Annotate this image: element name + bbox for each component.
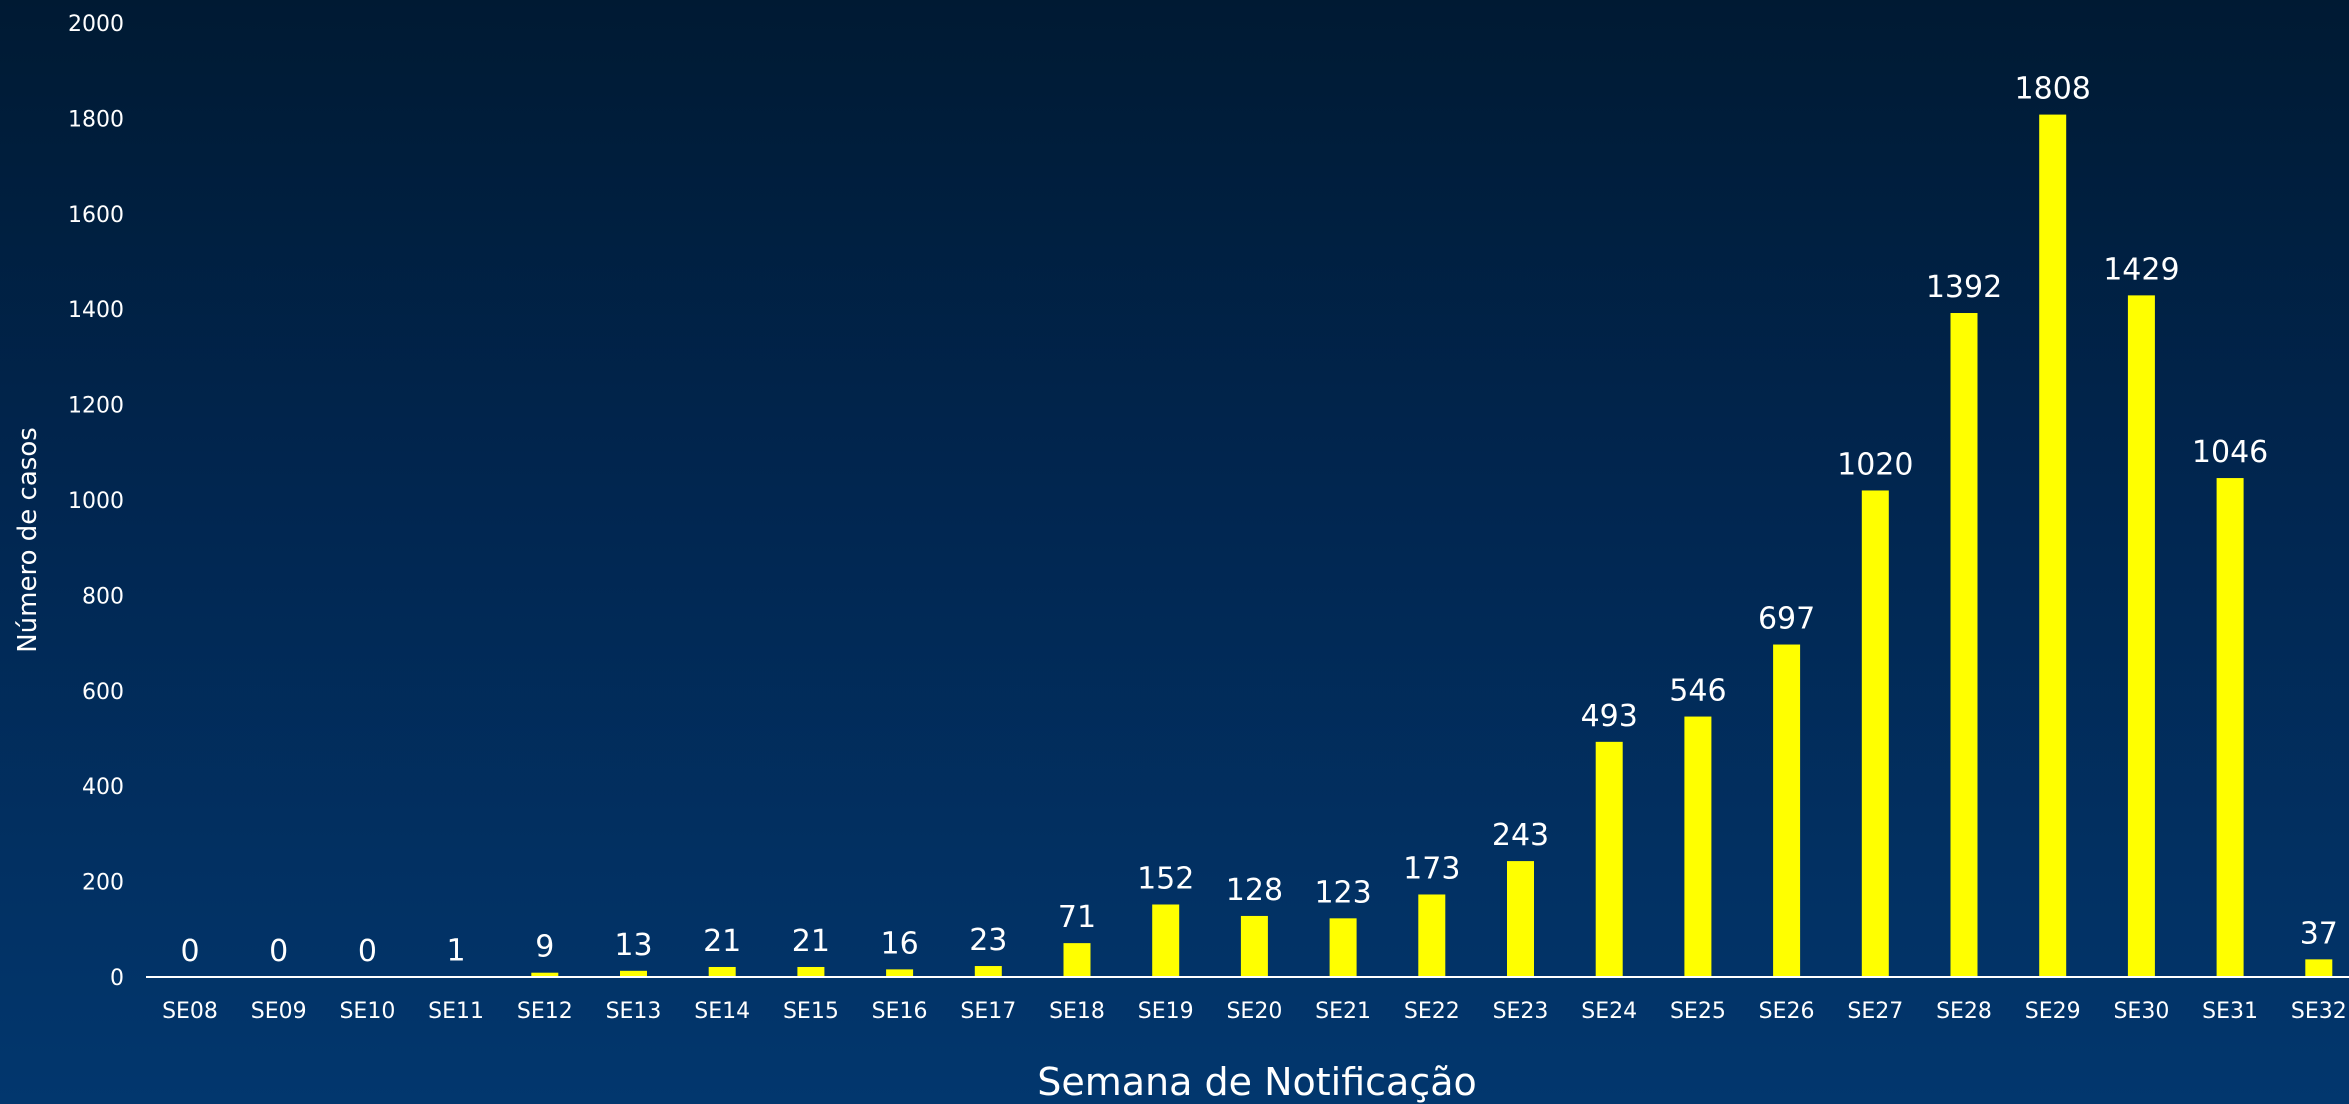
x-tick-label: SE20 bbox=[1226, 999, 1282, 1024]
x-axis-ticks: SE08 SE09 SE10 SE11 SE12 SE13 SE14 SE15 SE16 SE17… bbox=[162, 999, 2347, 1024]
data-label: 697 bbox=[1758, 602, 1815, 637]
data-label: 13 bbox=[614, 928, 652, 963]
x-tick-label: SE27 bbox=[1847, 999, 1903, 1024]
data-label: 1046 bbox=[2192, 435, 2268, 470]
data-label: 152 bbox=[1137, 861, 1194, 896]
y-tick-label: 200 bbox=[82, 871, 124, 896]
x-tick-label: SE25 bbox=[1670, 999, 1726, 1024]
y-tick-label: 800 bbox=[82, 584, 124, 609]
y-tick-label: 1000 bbox=[68, 489, 124, 514]
x-tick-label: SE08 bbox=[162, 999, 218, 1024]
bar bbox=[1950, 313, 1978, 977]
data-label: 1020 bbox=[1837, 447, 1913, 482]
x-tick-label: SE17 bbox=[960, 999, 1016, 1024]
x-tick-label: SE12 bbox=[517, 999, 573, 1024]
y-tick-label: 0 bbox=[110, 966, 124, 991]
bar bbox=[1507, 861, 1534, 977]
data-label: 1429 bbox=[2103, 252, 2179, 287]
y-axis-ticks: 0 200 400 600 800 1000 1200 1400 1600 1800 2000 bbox=[68, 12, 124, 991]
bar bbox=[974, 966, 1002, 977]
data-label: 0 bbox=[180, 934, 199, 969]
bar bbox=[1240, 915, 1268, 977]
x-tick-label: SE09 bbox=[251, 999, 307, 1024]
bar bbox=[1063, 943, 1091, 977]
x-tick-label: SE15 bbox=[783, 999, 839, 1024]
y-tick-label: 2000 bbox=[68, 12, 124, 37]
data-label: 1808 bbox=[2015, 72, 2091, 107]
x-tick-label: SE13 bbox=[606, 999, 662, 1024]
data-label: 1392 bbox=[1926, 270, 2002, 305]
bar bbox=[708, 966, 736, 977]
y-axis-title: Número de casos bbox=[13, 427, 43, 653]
data-label: 71 bbox=[1058, 900, 1096, 935]
x-tick-label: SE30 bbox=[2113, 999, 2169, 1024]
x-tick-label: SE31 bbox=[2202, 999, 2258, 1024]
bar bbox=[531, 972, 559, 977]
x-tick-label: SE16 bbox=[872, 999, 928, 1024]
data-label: 0 bbox=[358, 934, 377, 969]
y-tick-label: 600 bbox=[82, 680, 124, 705]
y-tick-label: 1600 bbox=[68, 203, 124, 228]
x-axis-title: Semana de Notificação bbox=[1037, 1060, 1477, 1104]
data-label: 546 bbox=[1669, 674, 1726, 709]
bar bbox=[1861, 490, 1889, 977]
y-tick-label: 1400 bbox=[68, 298, 124, 323]
data-label: 16 bbox=[881, 926, 919, 961]
data-label: 37 bbox=[2300, 916, 2338, 951]
y-tick-label: 1800 bbox=[68, 107, 124, 132]
x-tick-label: SE22 bbox=[1404, 999, 1460, 1024]
bar bbox=[886, 969, 914, 977]
x-tick-label: SE26 bbox=[1759, 999, 1815, 1024]
x-tick-label: SE18 bbox=[1049, 999, 1105, 1024]
data-label: 173 bbox=[1403, 851, 1460, 886]
data-label: 1 bbox=[447, 934, 466, 969]
data-label: 23 bbox=[969, 923, 1007, 958]
x-tick-label: SE19 bbox=[1138, 999, 1194, 1024]
y-tick-label: 400 bbox=[82, 775, 124, 800]
data-label: 123 bbox=[1314, 875, 1371, 910]
bar bbox=[1418, 894, 1446, 977]
bar bbox=[2039, 114, 2067, 978]
x-tick-label: SE23 bbox=[1493, 999, 1549, 1024]
data-label: 0 bbox=[269, 934, 288, 969]
x-tick-label: SE24 bbox=[1581, 999, 1637, 1024]
data-label: 493 bbox=[1581, 699, 1638, 734]
x-tick-label: SE28 bbox=[1936, 999, 1992, 1024]
bar bbox=[1152, 904, 1180, 977]
bar bbox=[1773, 644, 1801, 977]
bar bbox=[1329, 918, 1357, 977]
x-tick-label: SE32 bbox=[2291, 999, 2347, 1024]
x-tick-label: SE29 bbox=[2025, 999, 2081, 1024]
x-tick-label: SE21 bbox=[1315, 999, 1371, 1024]
bar bbox=[797, 966, 825, 977]
bars bbox=[442, 114, 2333, 978]
data-label: 128 bbox=[1226, 873, 1283, 908]
x-tick-label: SE11 bbox=[428, 999, 484, 1024]
bar bbox=[2127, 295, 2155, 977]
x-tick-label: SE10 bbox=[339, 999, 395, 1024]
bar bbox=[1684, 716, 1712, 977]
bar bbox=[1595, 741, 1623, 977]
x-tick-label: SE14 bbox=[694, 999, 750, 1024]
data-label: 21 bbox=[792, 924, 830, 959]
data-label: 21 bbox=[703, 924, 741, 959]
bar bbox=[2305, 959, 2333, 977]
bar bbox=[2216, 478, 2244, 977]
data-label: 243 bbox=[1492, 818, 1549, 853]
bar bbox=[620, 970, 647, 977]
y-tick-label: 1200 bbox=[68, 394, 124, 419]
data-label: 9 bbox=[535, 930, 554, 965]
data-labels: 0 0 0 1 9 13 21 21 16 23 71 152 128 123 173 243 493 546 69… bbox=[180, 72, 2337, 969]
